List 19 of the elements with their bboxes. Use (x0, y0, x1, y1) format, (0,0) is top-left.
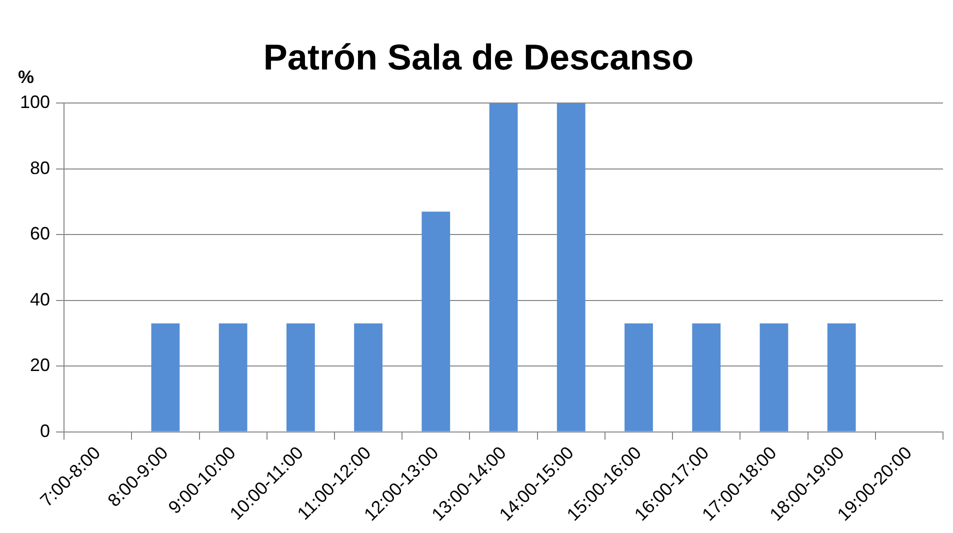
y-tick-label: 20 (30, 355, 50, 376)
bar (692, 323, 721, 432)
bar (286, 323, 315, 432)
y-tick-label: 80 (30, 158, 50, 178)
bar (422, 212, 450, 432)
bar (151, 323, 180, 432)
bar (489, 103, 518, 432)
bar (218, 323, 248, 432)
bar (760, 323, 788, 432)
y-tick-label: 0 (40, 420, 50, 441)
bar (354, 323, 382, 432)
y-tick-label: 40 (30, 289, 50, 310)
bar (556, 103, 586, 432)
bar (827, 323, 856, 432)
y-tick-label: 100 (20, 92, 50, 112)
chart-title: Patrón Sala de Descanso (263, 36, 694, 78)
y-axis-title: % (18, 67, 34, 88)
bar (624, 323, 653, 432)
y-tick-label: 60 (30, 224, 50, 244)
